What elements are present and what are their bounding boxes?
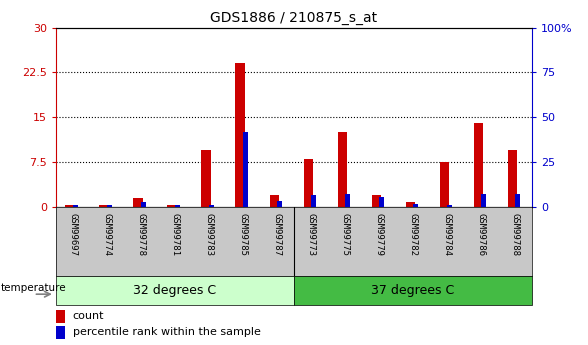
Bar [406, 201, 415, 207]
Text: percentile rank within the sample: percentile rank within the sample [72, 327, 260, 337]
Bar [56, 276, 294, 305]
Bar [141, 201, 146, 207]
Text: GSM99775: GSM99775 [340, 213, 349, 256]
Bar [507, 150, 517, 207]
Bar [175, 205, 180, 207]
Text: temperature: temperature [1, 283, 67, 293]
Text: GSM99781: GSM99781 [171, 213, 179, 256]
Bar [74, 205, 78, 207]
Text: GSM99773: GSM99773 [306, 213, 316, 256]
Text: GSM99783: GSM99783 [205, 213, 213, 256]
Bar [379, 197, 384, 207]
Bar [372, 195, 381, 207]
Bar [269, 195, 279, 207]
Bar [107, 205, 112, 207]
Text: GSM99778: GSM99778 [136, 213, 145, 256]
Bar [338, 132, 347, 207]
Bar [99, 205, 109, 207]
Text: GSM99774: GSM99774 [102, 213, 111, 256]
Text: GSM99786: GSM99786 [477, 213, 486, 256]
Text: GSM99784: GSM99784 [443, 213, 452, 256]
Bar [516, 194, 520, 207]
Bar [345, 194, 350, 207]
Bar [243, 132, 248, 207]
Bar [294, 276, 532, 305]
Bar [447, 205, 452, 207]
Text: GSM99697: GSM99697 [68, 213, 78, 256]
Text: GSM99787: GSM99787 [272, 213, 282, 256]
Bar [413, 204, 418, 207]
Bar [473, 123, 483, 207]
Text: GSM99779: GSM99779 [375, 213, 383, 256]
Text: 32 degrees C: 32 degrees C [133, 284, 216, 297]
Bar [168, 205, 177, 207]
Bar [65, 205, 75, 207]
Bar [312, 195, 316, 207]
Bar [133, 198, 143, 207]
Bar [235, 63, 245, 207]
Text: GSM99785: GSM99785 [239, 213, 248, 256]
Bar [202, 150, 211, 207]
Text: GSM99788: GSM99788 [510, 213, 520, 256]
Bar [482, 194, 486, 207]
Bar [303, 159, 313, 207]
Text: count: count [72, 311, 104, 321]
Bar [56, 310, 65, 323]
Bar [278, 201, 282, 207]
Text: 37 degrees C: 37 degrees C [372, 284, 455, 297]
Title: GDS1886 / 210875_s_at: GDS1886 / 210875_s_at [211, 11, 377, 25]
Bar [209, 205, 214, 207]
Bar [440, 162, 449, 207]
Bar [56, 326, 65, 339]
Text: GSM99782: GSM99782 [409, 213, 417, 256]
